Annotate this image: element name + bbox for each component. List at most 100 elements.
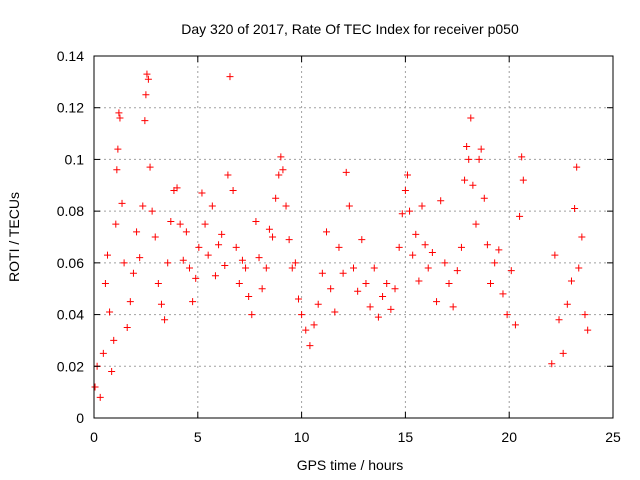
data-point (518, 153, 526, 161)
data-point (99, 349, 107, 357)
data-point (211, 272, 219, 280)
data-point (457, 243, 465, 251)
y-tick-label: 0.14 (57, 48, 84, 64)
data-point (499, 290, 507, 298)
data-point (195, 243, 203, 251)
data-point (248, 311, 256, 319)
data-point (331, 308, 339, 316)
data-point (519, 176, 527, 184)
data-point (366, 303, 374, 311)
data-point (141, 117, 149, 125)
data-point (103, 251, 111, 259)
data-point (463, 143, 471, 150)
data-point (475, 155, 483, 163)
data-point (441, 259, 449, 267)
data-point (412, 230, 420, 238)
data-point (453, 267, 461, 275)
data-point (374, 313, 382, 321)
data-point (275, 171, 283, 179)
grid-lines (94, 56, 613, 418)
data-point (350, 264, 357, 272)
y-tick-label: 0.1 (65, 151, 85, 167)
data-point (291, 259, 299, 267)
data-point (358, 236, 366, 244)
data-point (282, 202, 290, 210)
data-point (148, 207, 156, 215)
data-point (563, 300, 571, 308)
data-point (215, 241, 223, 249)
data-point (192, 274, 200, 282)
data-point (262, 264, 270, 272)
x-axis-label: GPS time / hours (297, 457, 404, 473)
x-tick-label: 10 (294, 429, 310, 445)
x-tick-label: 5 (194, 429, 202, 445)
y-tick-label: 0 (76, 410, 84, 426)
x-tick-label: 15 (398, 429, 414, 445)
data-point (189, 298, 197, 306)
data-points (91, 70, 592, 401)
data-point (226, 73, 234, 81)
data-point (164, 259, 172, 267)
data-point (495, 246, 503, 254)
data-point (118, 199, 126, 207)
chart-title: Day 320 of 2017, Rate Of TEC Index for r… (181, 21, 519, 37)
data-point (232, 243, 240, 251)
data-point (387, 305, 395, 313)
data-point (335, 243, 343, 251)
data-point (310, 321, 318, 329)
data-point (362, 280, 370, 288)
y-tick-labels: 0 0.02 0.04 0.06 0.08 0.1 0.12 0.14 (57, 48, 84, 426)
data-point (101, 280, 109, 288)
data-point (277, 153, 285, 161)
data-point (465, 155, 473, 163)
data-point (272, 194, 280, 202)
data-point (151, 233, 159, 241)
data-point (154, 280, 162, 288)
data-point (176, 220, 184, 228)
data-point (126, 298, 134, 306)
data-point (288, 264, 296, 272)
data-point (106, 308, 114, 316)
data-point (108, 367, 116, 375)
data-point (395, 243, 403, 251)
data-point (238, 256, 246, 264)
data-point (483, 241, 491, 249)
data-point (265, 225, 273, 233)
data-point (415, 277, 423, 285)
y-tick-label: 0.02 (57, 358, 84, 374)
data-point (449, 303, 457, 311)
data-point (115, 109, 123, 117)
data-point (391, 285, 399, 293)
data-point (342, 168, 350, 176)
data-point (581, 311, 589, 319)
data-point (96, 393, 104, 401)
data-point (142, 91, 150, 99)
data-point (567, 277, 575, 285)
data-point (298, 311, 306, 319)
data-point (406, 207, 414, 215)
data-point (403, 171, 411, 179)
data-point (110, 336, 118, 344)
data-point (123, 324, 131, 331)
data-point (167, 217, 175, 225)
data-point (224, 171, 232, 179)
data-point (469, 181, 477, 189)
data-point (242, 264, 250, 272)
data-point (503, 311, 511, 319)
data-point (575, 264, 583, 272)
y-tick-label: 0.04 (57, 307, 84, 323)
data-point (112, 220, 120, 228)
data-point (229, 186, 237, 194)
data-point (401, 186, 409, 194)
data-point (548, 360, 556, 368)
data-point (306, 342, 314, 350)
data-point (139, 202, 147, 210)
data-point (571, 205, 579, 213)
data-point (409, 251, 417, 259)
data-point (584, 326, 592, 334)
data-point (218, 230, 226, 238)
data-point (507, 267, 515, 275)
data-point (235, 280, 243, 288)
plot-frame (93, 55, 614, 419)
x-tick-label: 25 (605, 429, 621, 445)
